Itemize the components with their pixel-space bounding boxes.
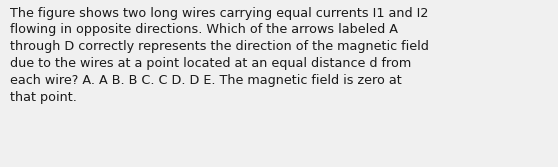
Text: The figure shows two long wires carrying equal currents I1 and I2
flowing in opp: The figure shows two long wires carrying…: [10, 7, 429, 104]
